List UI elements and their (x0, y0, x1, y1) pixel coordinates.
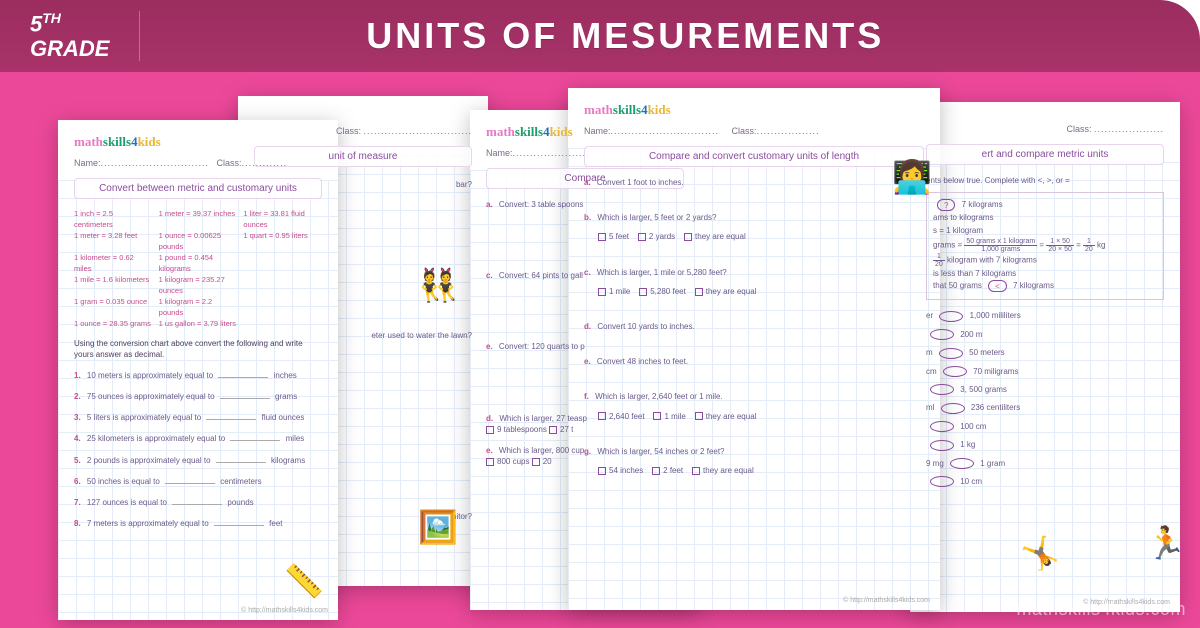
page-title: UNITS OF MESUREMENTS (170, 15, 1080, 57)
worksheet-5-title: ert and compare metric units (926, 144, 1164, 165)
header-divider (139, 11, 140, 61)
copyright: © http://mathskills4kids.com (241, 607, 328, 614)
worksheet-canvas: Class: ............................... u… (0, 72, 1200, 628)
frame-icon: 🖼️ (418, 508, 458, 546)
brand-logo: mathskills4kids (584, 102, 924, 118)
grade-label: 5TH GRADE (0, 11, 109, 61)
worksheet-1-title: Convert between metric and customary uni… (74, 178, 322, 199)
worksheet-1: mathskills4kids Name:...................… (58, 120, 338, 620)
brand-logo: mathskills4kids (74, 134, 322, 150)
jumprope-icon: 👯 (418, 266, 458, 304)
run-icon: 🏃 (1146, 524, 1186, 562)
tape-measure-icon: 📏 (284, 562, 324, 600)
grade-number: 5 (30, 11, 42, 36)
student-icon: 👩‍💻 (892, 158, 932, 196)
grade-suffix: TH (42, 10, 61, 26)
header-bar: 5TH GRADE UNITS OF MESUREMENTS (0, 0, 1200, 72)
worksheet-4: mathskills4kids Name:...................… (568, 88, 940, 610)
copyright: © http://mathskills4kids.com (843, 597, 930, 604)
worksheet-4-title: Compare and convert customary units of l… (584, 146, 924, 167)
worksheet-5: Class: .................... ert and comp… (910, 102, 1180, 612)
class-label: Class: (336, 126, 361, 136)
stretch-icon: 🤸 (1020, 534, 1060, 572)
grade-word: GRADE (30, 37, 109, 61)
site-watermark: mathskills4kids.com (1016, 599, 1186, 620)
